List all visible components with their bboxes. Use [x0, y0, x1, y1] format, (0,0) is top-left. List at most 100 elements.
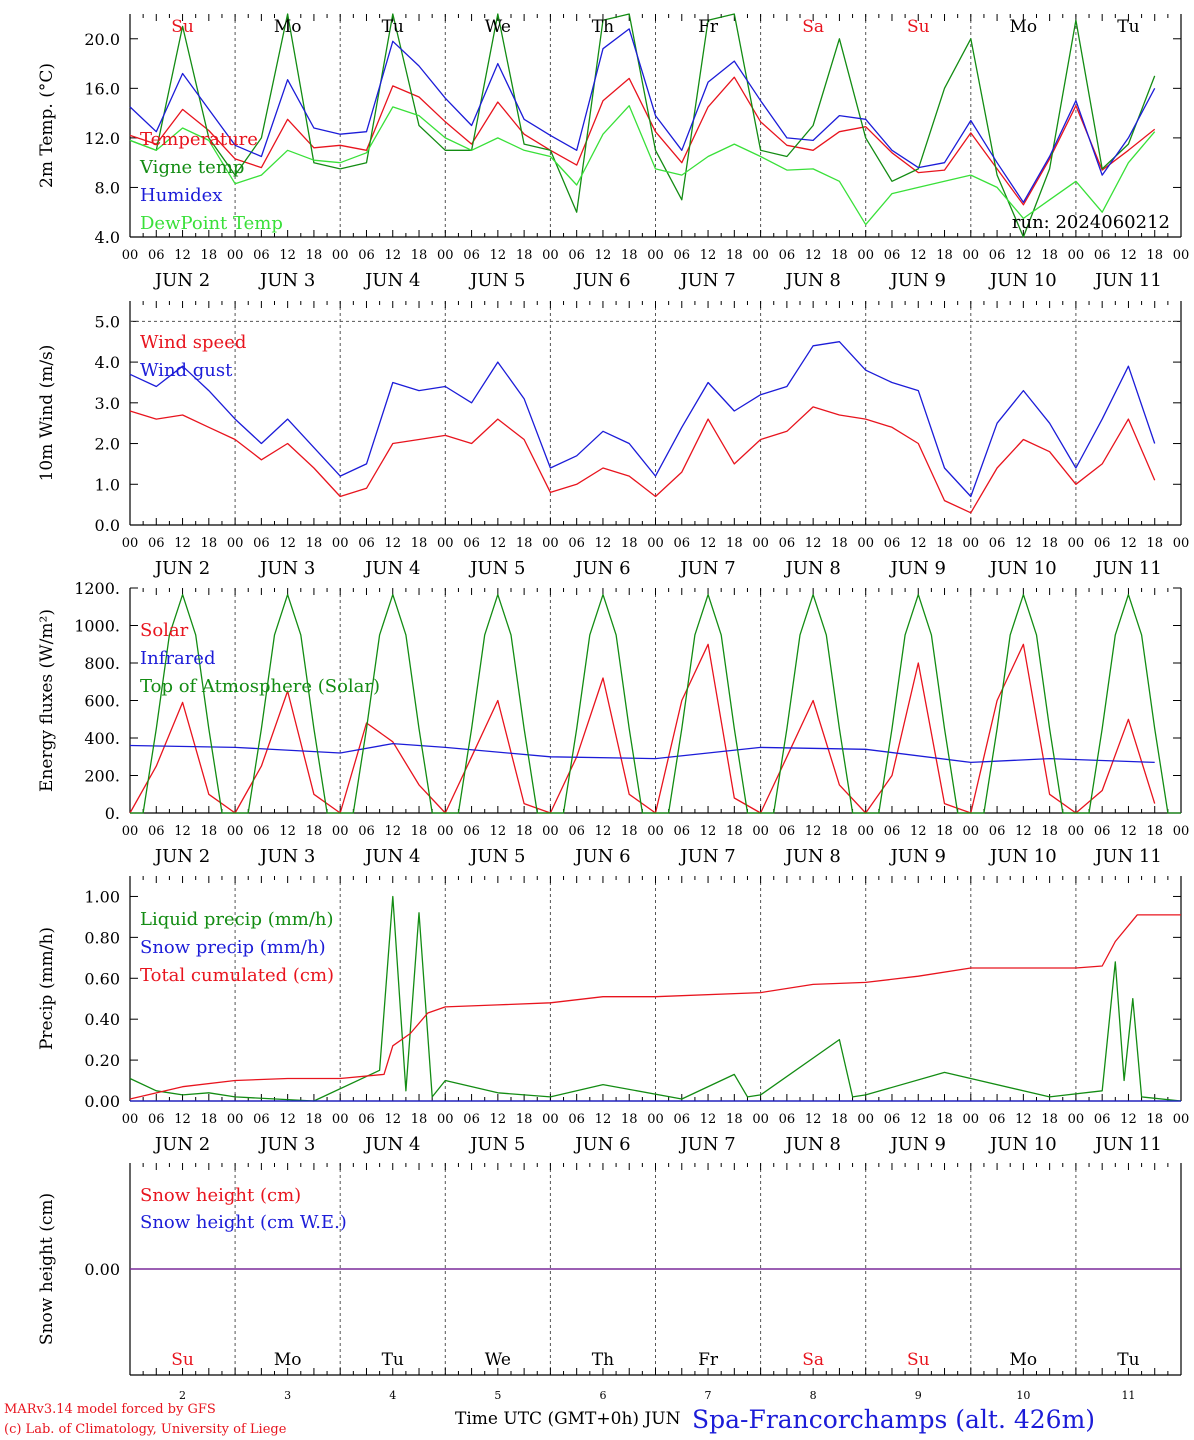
hour-tick-label: 18: [1041, 824, 1058, 839]
legend-entry: Wind gust: [140, 360, 233, 381]
hour-tick-label: 18: [306, 824, 323, 839]
date-label: JUN 3: [258, 558, 315, 579]
hour-tick-label: 00: [1173, 248, 1190, 263]
hour-tick-label: 18: [1041, 1112, 1058, 1127]
date-label: JUN 9: [889, 558, 946, 579]
hour-tick-label: 12: [279, 1112, 296, 1127]
hour-tick-label: 12: [805, 1112, 822, 1127]
legend-entry: DewPoint Temp: [140, 213, 283, 234]
hour-tick-label: 12: [174, 824, 191, 839]
hour-tick-label: 18: [831, 536, 848, 551]
hour-tick-label: 00: [1173, 824, 1190, 839]
date-label: JUN 11: [1093, 846, 1162, 867]
hour-tick-label: 18: [201, 248, 218, 263]
hour-tick-label: 06: [1094, 824, 1111, 839]
y-tick-label: 1200.: [74, 579, 120, 598]
hour-tick-label: 18: [411, 1112, 428, 1127]
hour-tick-label: 12: [595, 824, 612, 839]
hour-tick-label: 06: [989, 1112, 1006, 1127]
hour-tick-label: 00: [437, 248, 454, 263]
chart-panel-5: 0.00 Snow height (cm) Snow height (cm) Snow…: [37, 1163, 1182, 1402]
hour-tick-label: 00: [752, 824, 769, 839]
hour-tick-label: 06: [253, 1112, 270, 1127]
y-axis-label: 2m Temp. (°C): [37, 63, 57, 188]
series-line-3: [129, 28, 1156, 203]
date-label: JUN 6: [573, 558, 630, 579]
date-label: JUN 11: [1093, 558, 1162, 579]
y-tick-label: 1000.: [74, 617, 120, 636]
hour-tick-label: 12: [700, 1112, 717, 1127]
hour-tick-label: 06: [674, 1112, 691, 1127]
date-label: JUN 2: [153, 846, 210, 867]
hour-tick-label: 18: [306, 536, 323, 551]
hour-tick-label: 00: [647, 248, 664, 263]
date-label: JUN 9: [889, 270, 946, 291]
hour-tick-label: 18: [936, 824, 953, 839]
hour-tick-label: 00: [647, 536, 664, 551]
hour-tick-label: 18: [306, 1112, 323, 1127]
hour-tick-label: 06: [568, 1112, 585, 1127]
hour-tick-label: 06: [1094, 536, 1111, 551]
hour-tick-label: 18: [936, 536, 953, 551]
y-tick-label: 1.00: [84, 887, 120, 906]
hour-tick-label: 12: [1015, 824, 1032, 839]
y-tick-label: 0.40: [84, 1010, 120, 1029]
hour-tick-label: 06: [253, 536, 270, 551]
series-line-3: [129, 914, 1181, 1100]
hour-tick-label: 06: [884, 248, 901, 263]
run-label: run: 2024060212: [1012, 212, 1170, 233]
model-credit: MARv3.14 model forced by GFS: [4, 1402, 216, 1417]
day-abbr: Mo: [1010, 17, 1038, 37]
date-label: JUN 8: [783, 846, 840, 867]
hour-tick-label: 06: [1094, 248, 1111, 263]
date-label: JUN 5: [468, 558, 525, 579]
hour-tick-label: 12: [1120, 248, 1137, 263]
y-tick-label: 12.0: [84, 129, 120, 148]
hour-tick-label: 06: [989, 248, 1006, 263]
hour-tick-label: 06: [463, 824, 480, 839]
hour-tick-label: 06: [989, 536, 1006, 551]
hour-tick-label: 12: [174, 536, 191, 551]
day-abbr: Tu: [1117, 17, 1139, 37]
day-abbr: Su: [907, 1350, 930, 1370]
hour-tick-label: 12: [490, 248, 507, 263]
hour-tick-label: 00: [122, 248, 139, 263]
hour-tick-label: 18: [621, 248, 638, 263]
day-number: 10: [1016, 1389, 1030, 1402]
hour-tick-label: 06: [989, 824, 1006, 839]
hour-tick-label: 00: [227, 824, 244, 839]
date-label: JUN 5: [468, 270, 525, 291]
day-abbr: Su: [907, 17, 930, 37]
hour-tick-label: 06: [779, 248, 796, 263]
hour-tick-label: 18: [726, 1112, 743, 1127]
x-axis-label: Time UTC (GMT+0h) JUN: [455, 1409, 681, 1429]
y-tick-label: 0.00: [84, 1092, 120, 1111]
hour-tick-label: 00: [542, 824, 559, 839]
hour-tick-label: 00: [647, 824, 664, 839]
hour-tick-label: 00: [963, 248, 980, 263]
hour-tick-label: 12: [279, 824, 296, 839]
hour-tick-label: 12: [700, 536, 717, 551]
hour-tick-label: 00: [752, 248, 769, 263]
date-label: JUN 2: [153, 558, 210, 579]
hour-tick-label: 00: [1173, 536, 1190, 551]
hour-tick-label: 18: [516, 248, 533, 263]
day-number: 9: [915, 1389, 922, 1402]
y-axis-label: 10m Wind (m/s): [37, 345, 57, 482]
day-number: 4: [389, 1389, 396, 1402]
hour-tick-label: 12: [910, 248, 927, 263]
hour-tick-label: 18: [516, 824, 533, 839]
date-label: JUN 10: [988, 1134, 1057, 1155]
date-label: JUN 11: [1093, 270, 1162, 291]
hour-tick-label: 12: [384, 824, 401, 839]
hour-tick-label: 06: [1094, 1112, 1111, 1127]
y-tick-label: 2.0: [95, 435, 120, 454]
date-label: JUN 4: [363, 558, 420, 579]
hour-tick-label: 00: [332, 1112, 349, 1127]
y-tick-label: 0.80: [84, 928, 120, 947]
hour-tick-label: 06: [463, 536, 480, 551]
series-line-2: [129, 341, 1156, 498]
date-label: JUN 10: [988, 270, 1057, 291]
y-tick-label: 400.: [84, 729, 120, 748]
day-number: 2: [179, 1389, 186, 1402]
